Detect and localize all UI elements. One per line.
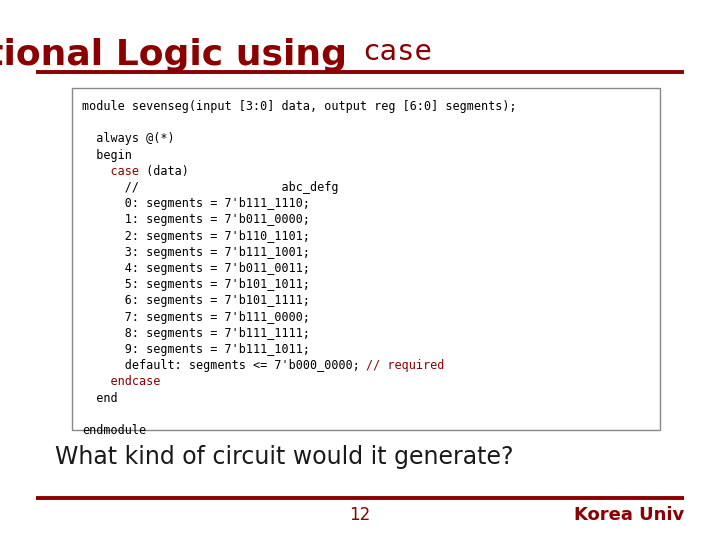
- Text: 12: 12: [349, 506, 371, 524]
- Text: 5: segments = 7'b101_1011;: 5: segments = 7'b101_1011;: [82, 278, 310, 291]
- Text: 0: segments = 7'b111_1110;: 0: segments = 7'b111_1110;: [82, 197, 310, 210]
- Text: 1: segments = 7'b011_0000;: 1: segments = 7'b011_0000;: [82, 213, 310, 226]
- Text: endmodule: endmodule: [82, 424, 146, 437]
- Text: module sevenseg(input [3:0] data, output reg [6:0] segments);: module sevenseg(input [3:0] data, output…: [82, 100, 517, 113]
- Text: 9: segments = 7'b111_1011;: 9: segments = 7'b111_1011;: [82, 343, 310, 356]
- Text: What kind of circuit would it generate?: What kind of circuit would it generate?: [55, 445, 513, 469]
- Text: default: segments <= 7'b000_0000;: default: segments <= 7'b000_0000;: [82, 359, 367, 372]
- Text: 2: segments = 7'b110_1101;: 2: segments = 7'b110_1101;: [82, 230, 310, 242]
- Text: 7: segments = 7'b111_0000;: 7: segments = 7'b111_0000;: [82, 310, 310, 323]
- Text: Combinational Logic using: Combinational Logic using: [0, 38, 360, 72]
- Text: 8: segments = 7'b111_1111;: 8: segments = 7'b111_1111;: [82, 327, 310, 340]
- Text: case: case: [362, 38, 432, 66]
- Text: end: end: [82, 392, 117, 404]
- Text: 4: segments = 7'b011_0011;: 4: segments = 7'b011_0011;: [82, 262, 310, 275]
- Bar: [72, 88, 660, 430]
- Text: 3: segments = 7'b111_1001;: 3: segments = 7'b111_1001;: [82, 246, 310, 259]
- Text: case: case: [82, 165, 139, 178]
- Text: endcase: endcase: [82, 375, 161, 388]
- Text: // required: // required: [366, 359, 444, 372]
- Text: begin: begin: [82, 148, 132, 161]
- Text: //                    abc_defg: // abc_defg: [82, 181, 338, 194]
- Text: 6: segments = 7'b101_1111;: 6: segments = 7'b101_1111;: [82, 294, 310, 307]
- Text: always @(*): always @(*): [82, 132, 175, 145]
- Text: Korea Univ: Korea Univ: [574, 506, 684, 524]
- Text: (data): (data): [139, 165, 189, 178]
